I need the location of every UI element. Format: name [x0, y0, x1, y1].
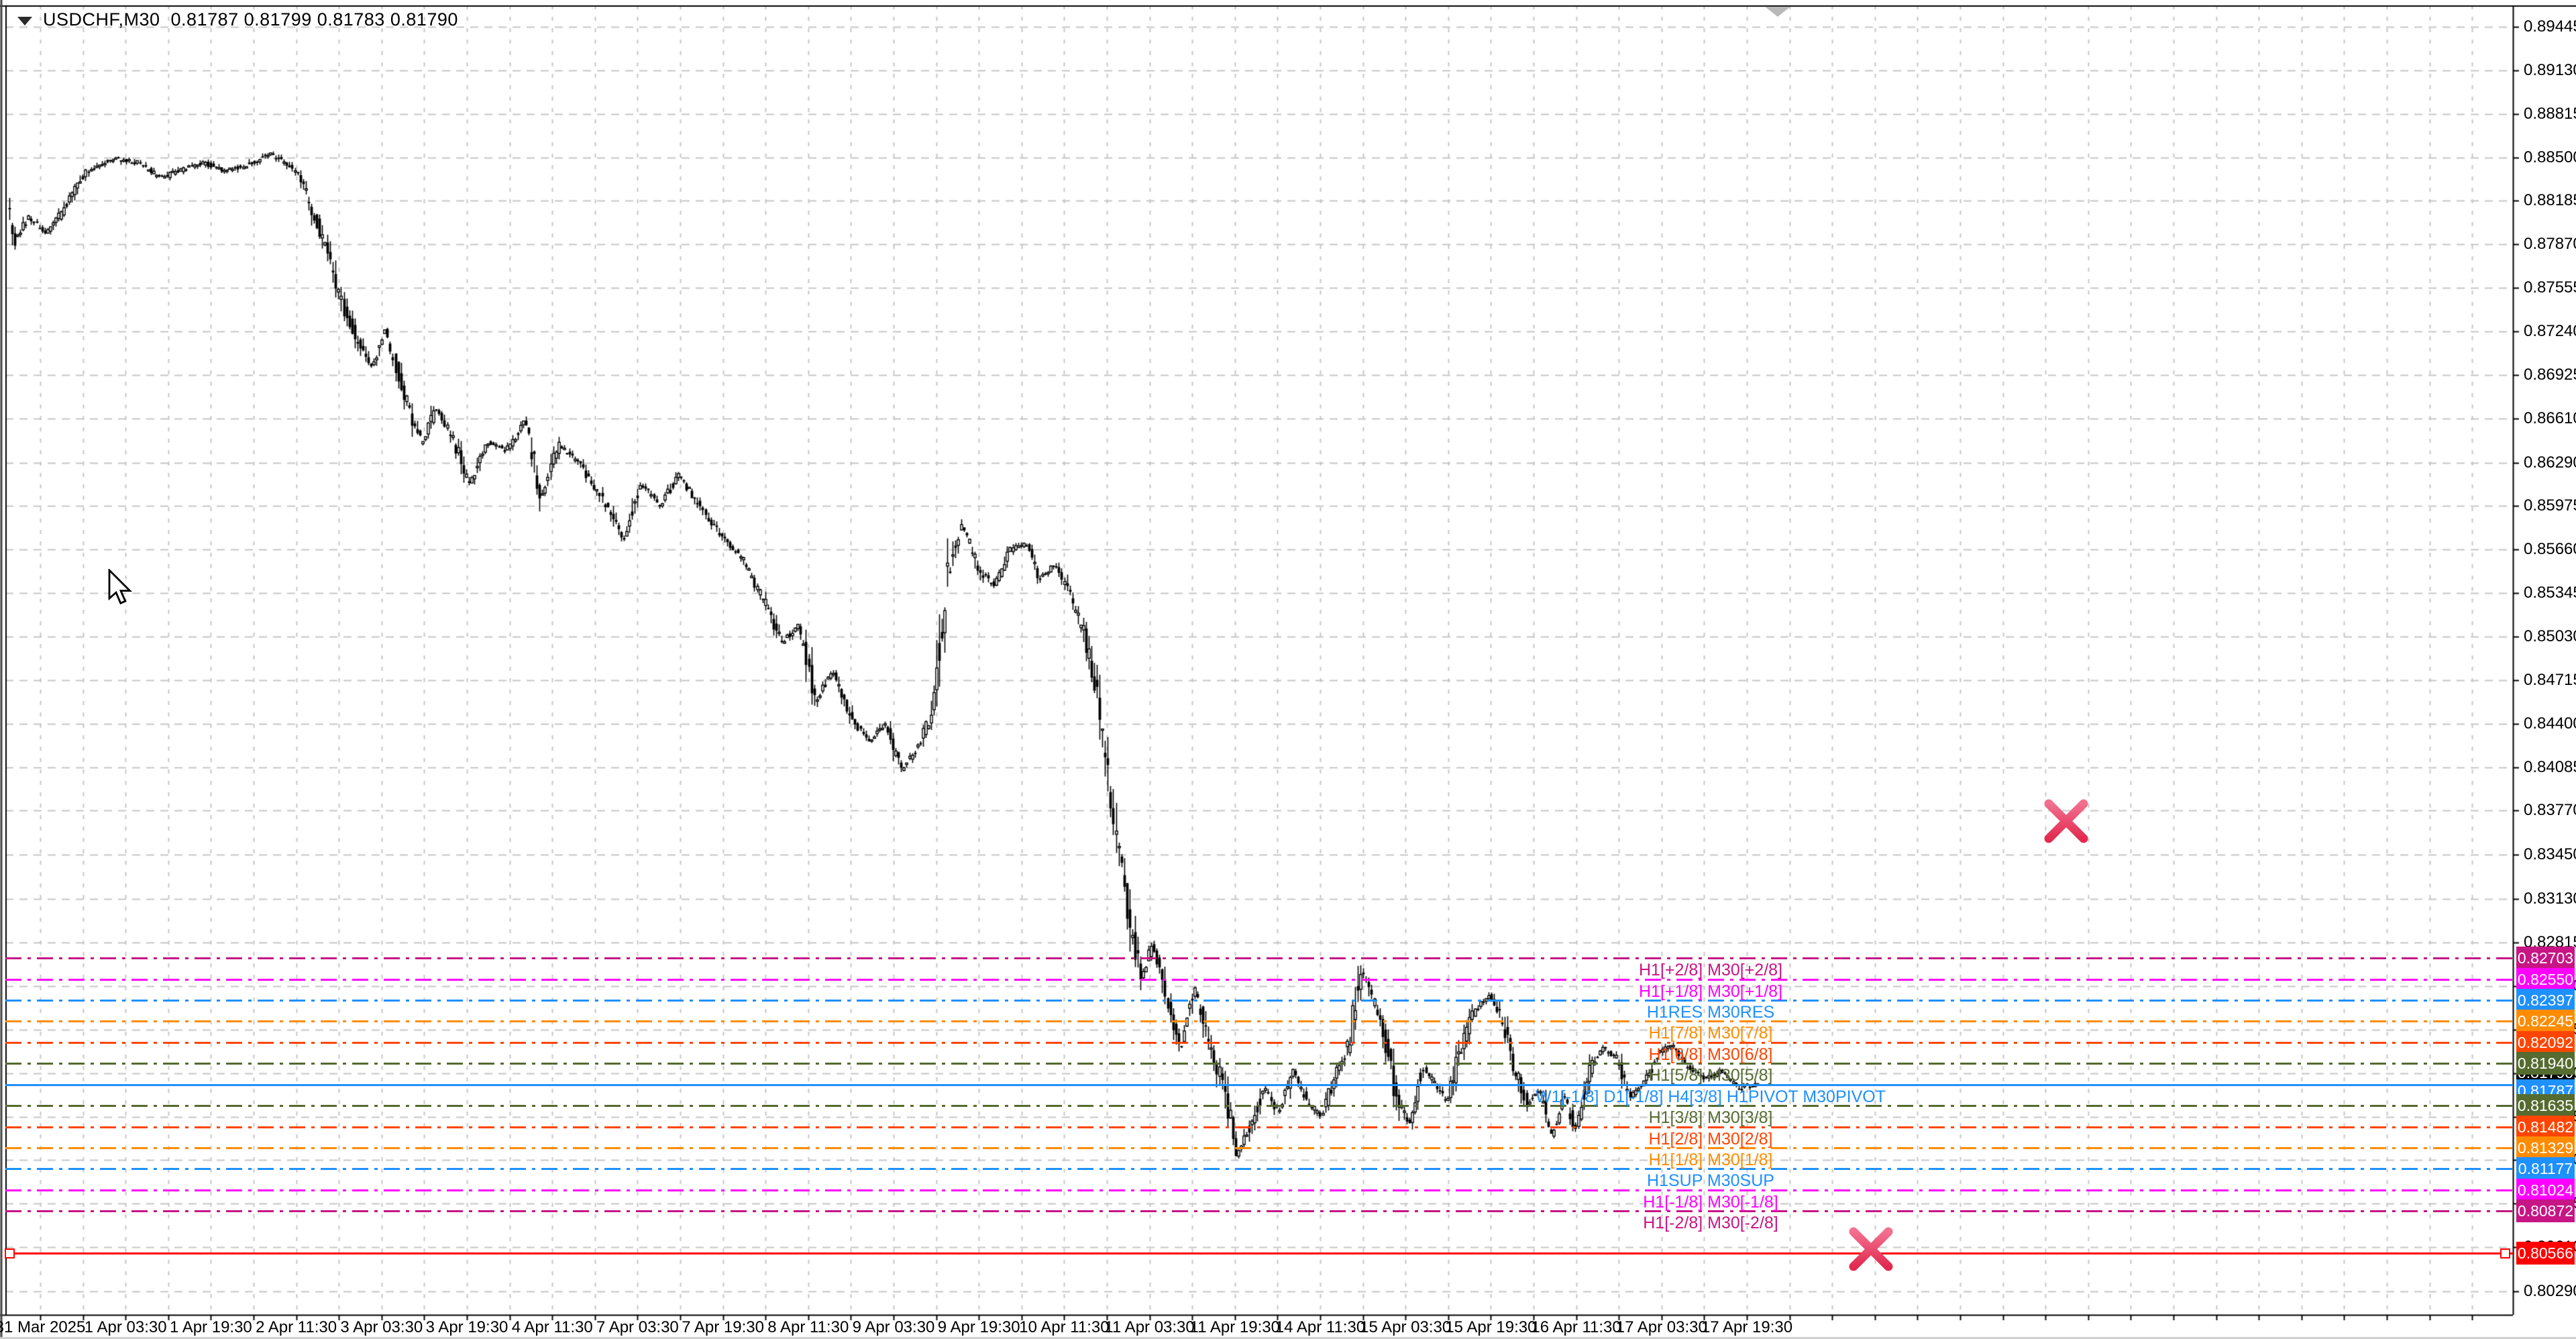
price-axis-tick: 0.86925: [2524, 366, 2576, 384]
pivot-line-H1RES[interactable]: [5, 1000, 2513, 1002]
price-axis-tick: 0.87555: [2524, 278, 2576, 297]
price-level-axis-label: 0.80872: [2516, 1199, 2575, 1222]
time-axis-label: 10 Apr 11:30: [1019, 1318, 1110, 1336]
pivot-line-H1[1/8][interactable]: [5, 1147, 2513, 1149]
pivot-line-H1[6/8][interactable]: [5, 1042, 2513, 1044]
pivot-line-H1[2/8][interactable]: [5, 1126, 2513, 1128]
price-axis-tick: 0.84085: [2524, 758, 2576, 776]
pivot-line-label: H1[7/8] M30[7/8]: [1648, 1024, 1773, 1042]
time-axis-label: 3 Apr 19:30: [425, 1318, 508, 1336]
pivot-line-label: H1RES M30RES: [1646, 1003, 1775, 1022]
pivot-line-label: H1SUP M30SUP: [1647, 1171, 1774, 1190]
pivot-line-label: H1[-2/8] M30[-2/8]: [1643, 1214, 1778, 1232]
time-axis-label: 11 Apr 19:30: [1189, 1318, 1280, 1336]
time-axis-label: 31 Mar 2025: [0, 1318, 86, 1336]
pivot-line-H1[5/8][interactable]: [5, 1063, 2513, 1065]
price-level-axis-label: 0.81482: [2516, 1116, 2575, 1138]
time-axis-label: 14 Apr 11:30: [1275, 1318, 1366, 1336]
time-axis-label: 16 Apr 11:30: [1531, 1318, 1621, 1336]
pivot-line-H1[+1/8][interactable]: [5, 979, 2513, 981]
time-axis-label: 2 Apr 11:30: [256, 1318, 337, 1336]
time-axis-label: 7 Apr 19:30: [682, 1318, 764, 1336]
time-axis-label: 4 Apr 11:30: [511, 1318, 593, 1336]
pivot-line-label: H1[6/8] M30[6/8]: [1648, 1045, 1773, 1064]
price-axis-tick: 0.85345: [2524, 584, 2576, 602]
pivot-line-H1[+2/8][interactable]: [5, 957, 2513, 959]
pivot-line-label: H1[+2/8] M30[+2/8]: [1638, 961, 1783, 979]
pivot-line-label: H1[-1/8] M30[-1/8]: [1643, 1193, 1778, 1212]
pivot-line-H1[7/8][interactable]: [5, 1020, 2513, 1022]
time-axis-label: 9 Apr 03:30: [852, 1318, 935, 1336]
price-level-axis-label: 0.82397: [2516, 989, 2575, 1012]
pivot-line-H1[-2/8][interactable]: [5, 1210, 2513, 1212]
time-axis-label: 7 Apr 03:30: [596, 1318, 679, 1336]
time-axis-label: 8 Apr 11:30: [767, 1318, 849, 1336]
time-axis-label: 1 Apr 03:30: [84, 1318, 167, 1336]
pivot-line-H1[3/8][interactable]: [5, 1105, 2513, 1107]
time-axis-label: 11 Apr 03:30: [1104, 1318, 1195, 1336]
price-axis-tick: 0.85975: [2524, 496, 2576, 515]
time-axis-label: 3 Apr 03:30: [340, 1318, 423, 1336]
price-level-axis-label: 0.81940: [2516, 1052, 2575, 1075]
price-level-axis-label: 0.80566: [2516, 1242, 2575, 1265]
pivot-line-label: H1[1/8] M30[1/8]: [1648, 1150, 1773, 1169]
time-axis-label: 15 Apr 19:30: [1445, 1318, 1537, 1336]
line-selection-handle[interactable]: [2500, 1248, 2510, 1258]
pivot-line-label: W1[-1/8] D1[-1/8] H4[3/8] H1PIVOT M30PIV…: [1536, 1087, 1886, 1106]
pivot-line-label: H1[2/8] M30[2/8]: [1648, 1130, 1773, 1148]
chart-title-text: USDCHF,M30 0.81787 0.81799 0.81783 0.817…: [43, 9, 458, 30]
selected-horizontal-line[interactable]: [5, 1252, 2513, 1254]
chart-header: USDCHF,M30 0.81787 0.81799 0.81783 0.817…: [17, 9, 458, 30]
price-level-axis-label: 0.82703: [2516, 947, 2575, 969]
sell-cross-marker[interactable]: [2026, 781, 2106, 861]
time-axis-label: 9 Apr 19:30: [937, 1318, 1020, 1336]
pivot-line-H1SUP[interactable]: [5, 1168, 2513, 1170]
time-axis[interactable]: 31 Mar 2025 1 Apr 03:30 1 Apr 19:30 2 Apr 1…: [0, 1315, 2576, 1339]
pivot-line-label: H1[3/8] M30[3/8]: [1648, 1108, 1773, 1127]
pivot-line-H1[-1/8][interactable]: [5, 1189, 2513, 1191]
time-axis-label: 17 Apr 03:30: [1615, 1318, 1707, 1336]
sell-cross-marker[interactable]: [1831, 1209, 1911, 1289]
time-axis-label: 17 Apr 19:30: [1701, 1318, 1793, 1336]
price-level-axis-label: 0.82550: [2516, 968, 2575, 991]
mouse-cursor: [108, 569, 132, 605]
price-axis-tick: 0.89445: [2524, 17, 2576, 36]
chart-shift-marker[interactable]: [1765, 7, 1790, 17]
price-level-axis-label: 0.82092: [2516, 1031, 2575, 1054]
pivot-line-label: H1[5/8] M30[5/8]: [1648, 1066, 1773, 1085]
chart-dropdown-icon[interactable]: [17, 17, 32, 25]
price-axis-tick: 0.88815: [2524, 105, 2576, 123]
pivot-line-W1[-1/8][interactable]: [5, 1084, 2513, 1086]
time-axis-label: 1 Apr 19:30: [170, 1318, 252, 1336]
price-level-axis-label: 0.81177: [2516, 1157, 2575, 1180]
line-selection-handle[interactable]: [5, 1248, 15, 1258]
price-level-axis-label: 0.81635: [2516, 1094, 2575, 1117]
price-level-axis-label: 0.81024: [2516, 1179, 2575, 1201]
price-level-axis-label: 0.82245: [2516, 1010, 2575, 1032]
price-axis-tick: 0.84715: [2524, 671, 2576, 689]
price-level-axis-label: 0.81329: [2516, 1136, 2575, 1159]
pivot-line-label: H1[+1/8] M30[+1/8]: [1638, 982, 1783, 1001]
time-axis-label: 15 Apr 03:30: [1360, 1318, 1452, 1336]
price-axis-tick: 0.88185: [2524, 191, 2576, 209]
